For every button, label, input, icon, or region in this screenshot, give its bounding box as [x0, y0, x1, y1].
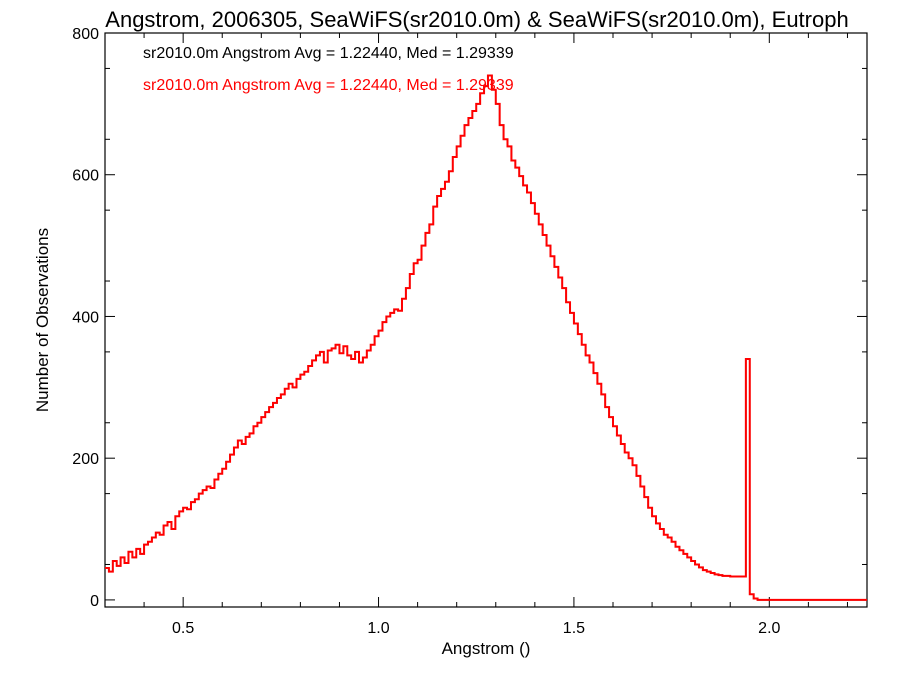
y-tick-label: 800	[72, 26, 99, 43]
plot-area-frame	[104, 32, 868, 608]
axis-tick-labels: 0.5 1.0 1.5 2.0 0 200 400 600 800	[72, 26, 780, 637]
y-tick-label: 200	[72, 451, 99, 468]
chart-title: Angstrom, 2006305, SeaWiFS(sr2010.0m) & …	[105, 7, 848, 32]
y-tick-label: 0	[90, 593, 99, 610]
y-tick-label: 400	[72, 309, 99, 326]
x-tick-label: 0.5	[172, 620, 194, 637]
stats-annotation-black: sr2010.0m Angstrom Avg = 1.22440, Med = …	[143, 45, 514, 62]
histogram-series	[105, 74, 867, 601]
x-tick-label: 2.0	[758, 620, 780, 637]
stats-annotation-red: sr2010.0m Angstrom Avg = 1.22440, Med = …	[143, 77, 514, 94]
histogram-series-black	[105, 74, 867, 601]
x-axis-label: Angstrom ()	[442, 639, 531, 658]
x-tick-label: 1.5	[563, 620, 585, 637]
y-axis-label: Number of Observations	[33, 228, 52, 412]
axis-ticks	[104, 32, 867, 607]
histogram-series-red	[105, 74, 867, 601]
x-tick-label: 1.0	[367, 620, 389, 637]
y-tick-label: 600	[72, 168, 99, 185]
